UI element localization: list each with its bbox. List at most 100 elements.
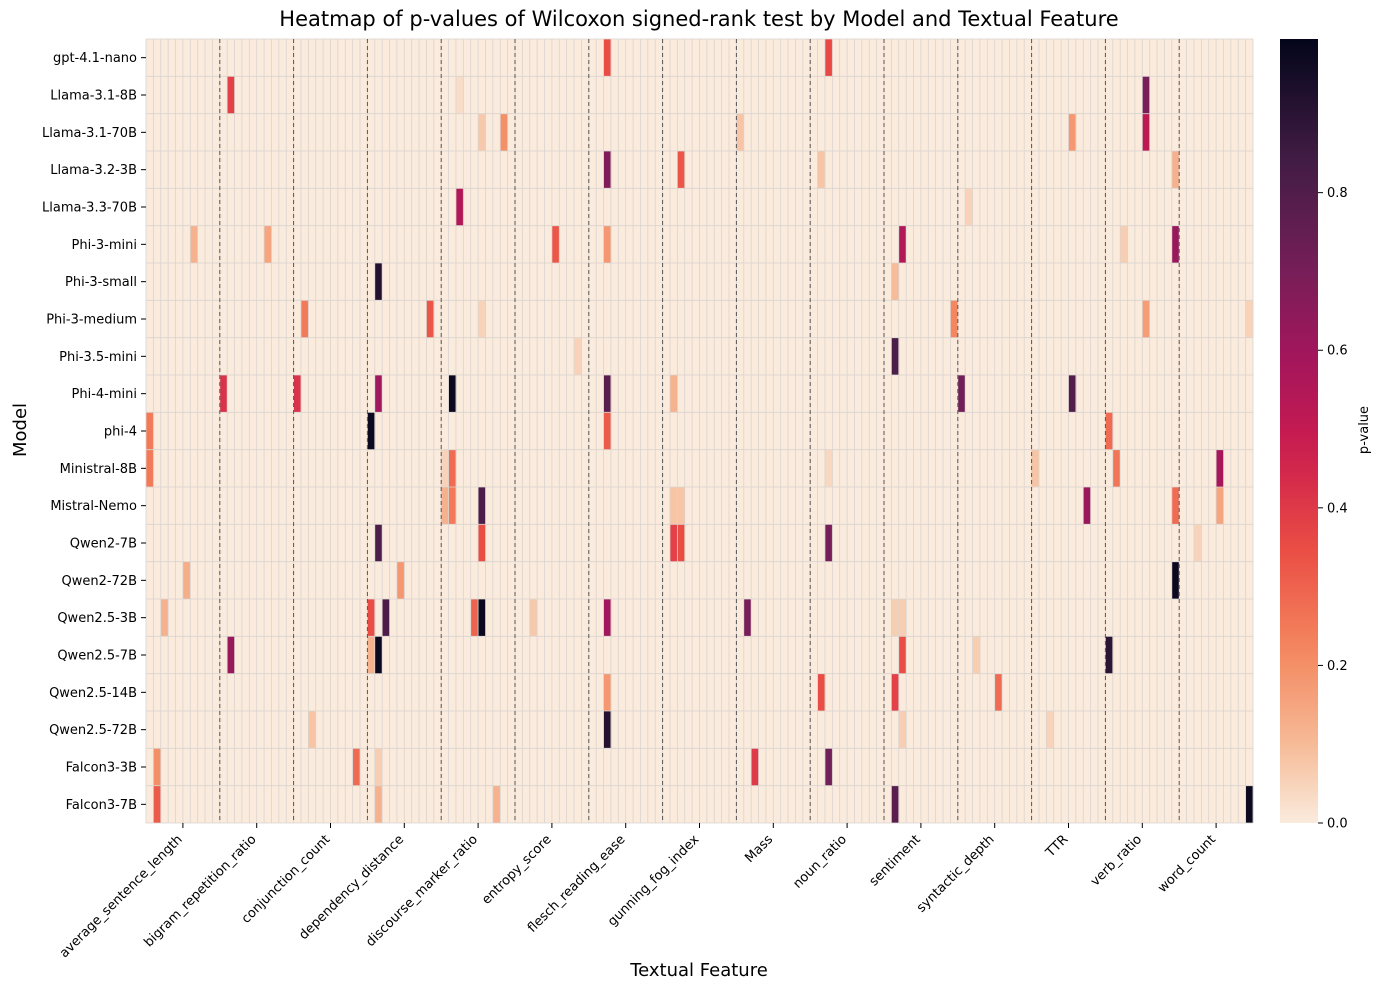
- heatmap-cell: [1068, 375, 1077, 413]
- heatmap-cell: [146, 449, 154, 487]
- heatmap-cell: [1105, 636, 1114, 674]
- heatmap-cell: [367, 636, 376, 674]
- y-tick-label: Qwen2.5-14B: [49, 686, 137, 701]
- heatmap-cell: [898, 636, 907, 674]
- heatmap-cell: [743, 599, 752, 637]
- heatmap-cell: [551, 225, 560, 263]
- heatmap-cell: [669, 524, 678, 562]
- heatmap-cell: [160, 599, 169, 637]
- colorbar: 0.0 0.2 0.4 0.6 0.8: [1280, 39, 1348, 832]
- heatmap-cell: [1105, 412, 1114, 450]
- heatmap-cell: [374, 375, 383, 413]
- y-tick-label: Llama-3.1-8B: [50, 89, 137, 104]
- heatmap-cell: [448, 487, 457, 525]
- heatmap-cell: [441, 487, 449, 525]
- heatmap-cell: [1142, 113, 1150, 151]
- heatmap-cell: [374, 748, 383, 786]
- heatmap-cell: [824, 748, 833, 786]
- heatmap-cell: [227, 636, 235, 674]
- heatmap-cell: [898, 711, 907, 749]
- heatmap-cell: [574, 337, 582, 375]
- x-tick-label: sentiment: [867, 832, 924, 889]
- heatmap-cell: [182, 561, 191, 599]
- colorbar-tick-label: 0.6: [1327, 344, 1348, 359]
- colorbar-tick-label: 0.4: [1327, 501, 1348, 516]
- y-tick-label: Phi-3.5-mini: [59, 350, 137, 365]
- heatmap-cell: [1171, 225, 1180, 263]
- heatmap-cell: [1171, 151, 1180, 189]
- heatmap-cell: [529, 599, 538, 637]
- heatmap-cell: [1193, 524, 1202, 562]
- heatmap-cell: [227, 76, 235, 114]
- heatmap-cell: [478, 113, 486, 151]
- y-tick-label: Falcon3-3B: [66, 761, 137, 776]
- heatmap-cell: [500, 113, 508, 151]
- heatmap-cell: [669, 487, 678, 525]
- heatmap-cell: [677, 524, 686, 562]
- heatmap-cell: [824, 39, 833, 77]
- colorbar-title: p-value: [1357, 406, 1372, 454]
- y-tick-label: Phi-3-medium: [46, 313, 137, 328]
- heatmap-cell: [1120, 225, 1128, 263]
- heatmap-cell: [603, 673, 612, 711]
- heatmap-cell: [470, 599, 479, 637]
- heatmap-cell: [478, 300, 486, 338]
- heatmap-cell: [891, 673, 900, 711]
- y-tick-label: Qwen2.5-7B: [57, 649, 137, 664]
- heatmap-cell: [1216, 487, 1224, 525]
- colorbar-bar: [1280, 39, 1318, 823]
- x-tick-label: TTR: [1043, 832, 1072, 861]
- y-tick-label: Phi-4-mini: [72, 387, 137, 402]
- y-tick-label: phi-4: [104, 425, 137, 440]
- heatmap-cell: [891, 337, 900, 375]
- colorbar-tick-label: 0.2: [1327, 659, 1348, 674]
- heatmap-cell: [153, 748, 162, 786]
- heatmap-cell: [492, 785, 501, 823]
- heatmap-cell: [1068, 113, 1077, 151]
- heatmap-cell: [957, 375, 966, 413]
- heatmap-cell: [455, 188, 464, 226]
- x-tick-label: entropy_score: [479, 832, 554, 907]
- x-tick-label: Mass: [742, 832, 776, 866]
- colorbar-tick-label: 0.8: [1327, 186, 1348, 201]
- heatmap-cell: [455, 76, 464, 114]
- heatmap-cell: [603, 225, 612, 263]
- heatmap-cell: [972, 636, 981, 674]
- heatmap-cell: [603, 151, 612, 189]
- heatmap-cell: [1142, 76, 1150, 114]
- x-tick-label: verb_ratio: [1088, 832, 1145, 889]
- x-tick-label: noun_ratio: [790, 832, 850, 892]
- heatmap-cell: [478, 524, 486, 562]
- y-tick-label: Mistral-Nemo: [50, 499, 137, 514]
- heatmap-cell: [374, 785, 383, 823]
- heatmap-cell: [426, 300, 435, 338]
- heatmap-cell: [898, 599, 907, 637]
- heatmap-cell: [153, 785, 162, 823]
- y-tick-label: Llama-3.2-3B: [50, 163, 137, 178]
- x-axis-title: Textual Feature: [629, 960, 768, 981]
- y-tick-label: Llama-3.1-70B: [42, 126, 137, 141]
- heatmap-cell: [1142, 300, 1150, 338]
- heatmap-cell: [677, 151, 686, 189]
- heatmap-cell: [1171, 561, 1180, 599]
- heatmap-cell: [1046, 711, 1055, 749]
- heatmap-cell: [1245, 300, 1254, 338]
- x-tick-label: average_sentence_length: [57, 832, 186, 961]
- heatmap-cell: [374, 636, 383, 674]
- heatmap-cell: [603, 375, 612, 413]
- heatmap-cell: [994, 673, 1003, 711]
- heatmap-cell: [950, 300, 959, 338]
- y-tick-label: Ministral-8B: [60, 462, 137, 477]
- heatmap-cell: [448, 449, 457, 487]
- y-tick-label: Qwen2.5-72B: [49, 723, 137, 738]
- heatmap-cell: [264, 225, 272, 263]
- x-tick-labels: average_sentence_lengthbigram_repetition…: [57, 823, 1219, 961]
- heatmap-cell: [478, 487, 486, 525]
- heatmap-cell: [669, 375, 678, 413]
- y-axis-title: Model: [10, 403, 31, 457]
- heatmap-cell: [367, 599, 376, 637]
- heatmap-cell: [603, 599, 612, 637]
- heatmap-cell: [736, 113, 745, 151]
- chart-title: Heatmap of p-values of Wilcoxon signed-r…: [279, 7, 1118, 31]
